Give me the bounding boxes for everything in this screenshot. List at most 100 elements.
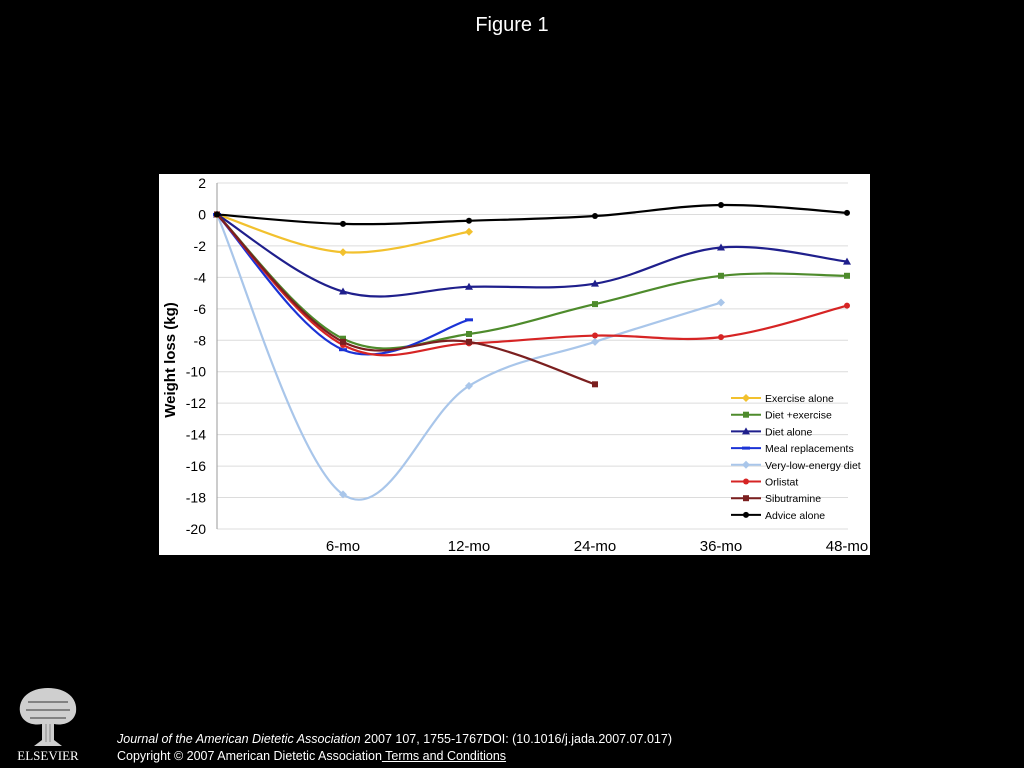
legend-label: Very-low-energy diet xyxy=(765,460,861,472)
legend-label: Diet +exercise xyxy=(765,410,832,422)
x-tick-label: 12-mo xyxy=(448,538,491,555)
x-tick-label: 6-mo xyxy=(326,538,360,555)
data-point-advice-alone xyxy=(340,220,346,227)
copyright-text: Copyright © 2007 American Dietetic Assoc… xyxy=(117,749,382,763)
y-tick-label: -18 xyxy=(186,490,206,506)
data-point-meal-replacements xyxy=(465,318,473,322)
legend-item: Orlistat xyxy=(731,477,798,489)
series-line-diet-alone xyxy=(215,213,849,298)
y-tick-label: 0 xyxy=(198,206,206,222)
x-tick-label: 36-mo xyxy=(700,538,743,555)
data-point-sibutramine xyxy=(466,338,472,345)
legend-marker xyxy=(742,446,750,450)
data-point-very-low-energy-diet xyxy=(465,381,473,390)
series-diet-alone xyxy=(213,210,851,298)
data-point-exercise-alone xyxy=(339,248,347,257)
series-meal-replacements xyxy=(213,212,473,356)
terms-and-conditions-link[interactable]: Terms and Conditions xyxy=(381,749,507,763)
data-point-exercise-alone xyxy=(465,227,473,236)
journal-name: Journal of the American Dietetic Associa… xyxy=(117,732,361,746)
series-diet-exercise xyxy=(214,211,850,350)
data-point-advice-alone xyxy=(214,211,220,218)
data-point-advice-alone xyxy=(592,213,598,220)
y-tick-label: -6 xyxy=(194,301,207,317)
data-point-sibutramine xyxy=(340,338,346,345)
y-tick-label: -2 xyxy=(194,238,207,254)
legend: Exercise alone Diet +exercise Diet alone Me… xyxy=(731,393,861,522)
series-line-meal-replacements xyxy=(215,213,471,356)
series-layer xyxy=(213,202,851,501)
citation-details: 2007 107, 1755-1767DOI: (10.1016/j.jada.… xyxy=(360,732,672,746)
legend-marker xyxy=(743,478,749,485)
series-line-advice-alone xyxy=(215,203,849,226)
data-point-sibutramine xyxy=(592,381,598,388)
legend-item: Diet +exercise xyxy=(731,410,832,422)
legend-item: Diet alone xyxy=(731,426,812,438)
series-line-diet-exercise xyxy=(215,213,849,350)
y-tick-label: -10 xyxy=(186,364,206,380)
y-tick-label: -14 xyxy=(186,427,206,443)
data-point-very-low-energy-diet xyxy=(717,298,725,307)
data-point-diet-alone xyxy=(465,282,473,290)
data-point-diet-alone xyxy=(717,243,725,251)
legend-label: Advice alone xyxy=(765,510,825,522)
data-point-diet-exercise xyxy=(718,272,724,279)
data-point-orlistat xyxy=(718,334,724,341)
data-point-very-low-energy-diet xyxy=(339,490,347,499)
legend-marker xyxy=(743,511,749,518)
elsevier-logo-text: ELSEVIER xyxy=(17,748,79,763)
series-line-exercise-alone xyxy=(215,213,471,254)
y-tick-label: -12 xyxy=(186,395,206,411)
legend-label: Orlistat xyxy=(765,477,798,489)
weight-loss-line-chart: 2 0 -2 -4 -6 -8 -10 -12 -14 -16 -18 -20 6-mo 12-mo 24-… xyxy=(162,175,869,555)
data-point-orlistat xyxy=(844,302,850,309)
data-point-advice-alone xyxy=(718,202,724,209)
legend-item: Sibutramine xyxy=(731,493,821,505)
legend-label: Sibutramine xyxy=(765,493,821,505)
data-point-diet-alone xyxy=(591,279,599,287)
series-line-sibutramine xyxy=(215,213,597,386)
axis-layer: 2 0 -2 -4 -6 -8 -10 -12 -14 -16 -18 -20 6-mo 12-mo 24-… xyxy=(186,175,869,555)
chart-panel: 2 0 -2 -4 -6 -8 -10 -12 -14 -16 -18 -20 6-mo 12-mo 24-… xyxy=(159,174,870,555)
elsevier-logo: ELSEVIER xyxy=(8,680,88,764)
series-very-low-energy-diet xyxy=(213,210,725,501)
legend-label: Diet alone xyxy=(765,426,812,438)
data-point-diet-exercise xyxy=(466,330,472,337)
legend-marker xyxy=(743,411,749,418)
data-point-very-low-energy-diet xyxy=(591,337,599,346)
data-point-meal-replacements xyxy=(339,348,347,352)
legend-marker xyxy=(742,427,750,435)
grid-layer xyxy=(217,182,848,530)
y-tick-label: -16 xyxy=(186,458,206,474)
data-point-diet-exercise xyxy=(340,335,346,342)
legend-item: Very-low-energy diet xyxy=(731,460,861,472)
legend-label: Exercise alone xyxy=(765,393,834,405)
data-point-advice-alone xyxy=(466,217,472,224)
y-tick-label: -4 xyxy=(194,269,207,285)
series-line-very-low-energy-diet xyxy=(215,213,723,501)
x-tick-label: 24-mo xyxy=(574,538,617,555)
y-tick-label: 2 xyxy=(198,175,206,191)
data-point-diet-alone xyxy=(339,287,347,295)
data-point-diet-exercise xyxy=(592,301,598,308)
y-tick-label: -8 xyxy=(194,332,207,348)
y-axis-label: Weight loss (kg) xyxy=(162,302,179,418)
series-orlistat xyxy=(214,211,850,357)
figure-title: Figure 1 xyxy=(475,14,549,36)
data-point-diet-alone xyxy=(843,257,851,265)
legend-item: Meal replacements xyxy=(731,443,854,455)
data-point-diet-exercise xyxy=(844,272,850,279)
legend-marker xyxy=(742,460,750,469)
x-tick-label: 48-mo xyxy=(826,538,869,555)
data-point-orlistat xyxy=(592,332,598,339)
legend-marker xyxy=(742,394,750,402)
copyright-line: Copyright © 2007 American Dietetic Assoc… xyxy=(117,748,672,765)
series-line-orlistat xyxy=(215,213,849,357)
citation-line: Journal of the American Dietetic Associa… xyxy=(117,731,672,748)
legend-item: Exercise alone xyxy=(731,393,834,405)
data-point-advice-alone xyxy=(844,209,850,216)
series-advice-alone xyxy=(214,202,850,227)
legend-marker xyxy=(743,495,749,502)
legend-label: Meal replacements xyxy=(765,443,854,455)
legend-item: Advice alone xyxy=(731,510,825,522)
